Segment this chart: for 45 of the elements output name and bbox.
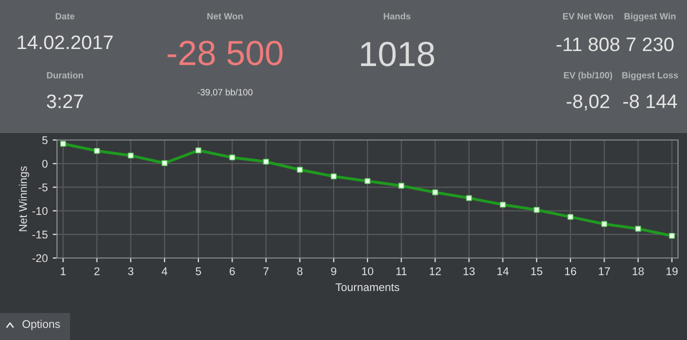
text: 7 230 (626, 37, 674, 52)
text: Duration (47, 72, 83, 78)
x-tick-label: 6 (230, 267, 235, 276)
text: Biggest Loss (622, 72, 678, 80)
x-tick-label: 17 (598, 267, 610, 276)
text: -8,02 (566, 94, 610, 111)
x-tick-label: 7 (264, 267, 269, 276)
x-tick-label: 12 (430, 267, 441, 276)
text: Date (56, 13, 74, 20)
x-tick-label: 2 (94, 267, 100, 276)
text: 1018 (361, 42, 434, 66)
x-tick-label: 8 (297, 267, 302, 276)
x-tick-label: 3 (128, 267, 134, 276)
x-tick-label: 1 (60, 267, 66, 276)
x-tick-label: 14 (497, 267, 509, 276)
y-tick-label: 0 (42, 160, 48, 168)
x-tick-label: 11 (396, 267, 407, 276)
y-tick-label: -10 (32, 207, 48, 215)
x-tick-label: 19 (666, 267, 678, 276)
text: 14.02.2017 (18, 35, 113, 50)
text: EV Net Won (563, 13, 613, 20)
text: -39,07 bb/100 (198, 88, 253, 96)
x-tick-label: 13 (464, 267, 475, 276)
text: Biggest Win (624, 12, 676, 22)
text: Net Won (207, 13, 243, 20)
text: -28 500 (168, 40, 283, 66)
x-tick-label: 16 (565, 267, 576, 276)
text: 3:27 (46, 94, 83, 108)
text: -11 808 (556, 37, 620, 52)
text: Options (22, 320, 60, 330)
text: -8 144 (623, 94, 677, 108)
text: EV (bb/100) (564, 72, 612, 80)
x-tick-label: 18 (632, 267, 644, 276)
y-tick-label: -15 (32, 230, 48, 239)
x-tick-label: 15 (531, 267, 542, 276)
y-tick-label: -20 (32, 254, 48, 262)
y-tick-label: 5 (42, 136, 48, 144)
x-tick-label: 10 (362, 267, 374, 276)
x-tick-label: 4 (162, 267, 168, 276)
text: Hands (384, 12, 410, 20)
y-tick-label: -5 (38, 184, 48, 192)
x-axis-title: Tournaments (336, 283, 400, 292)
x-tick-label: 5 (196, 267, 202, 276)
y-axis-title: Net Winnings (18, 166, 30, 232)
x-tick-label: 9 (331, 267, 336, 276)
